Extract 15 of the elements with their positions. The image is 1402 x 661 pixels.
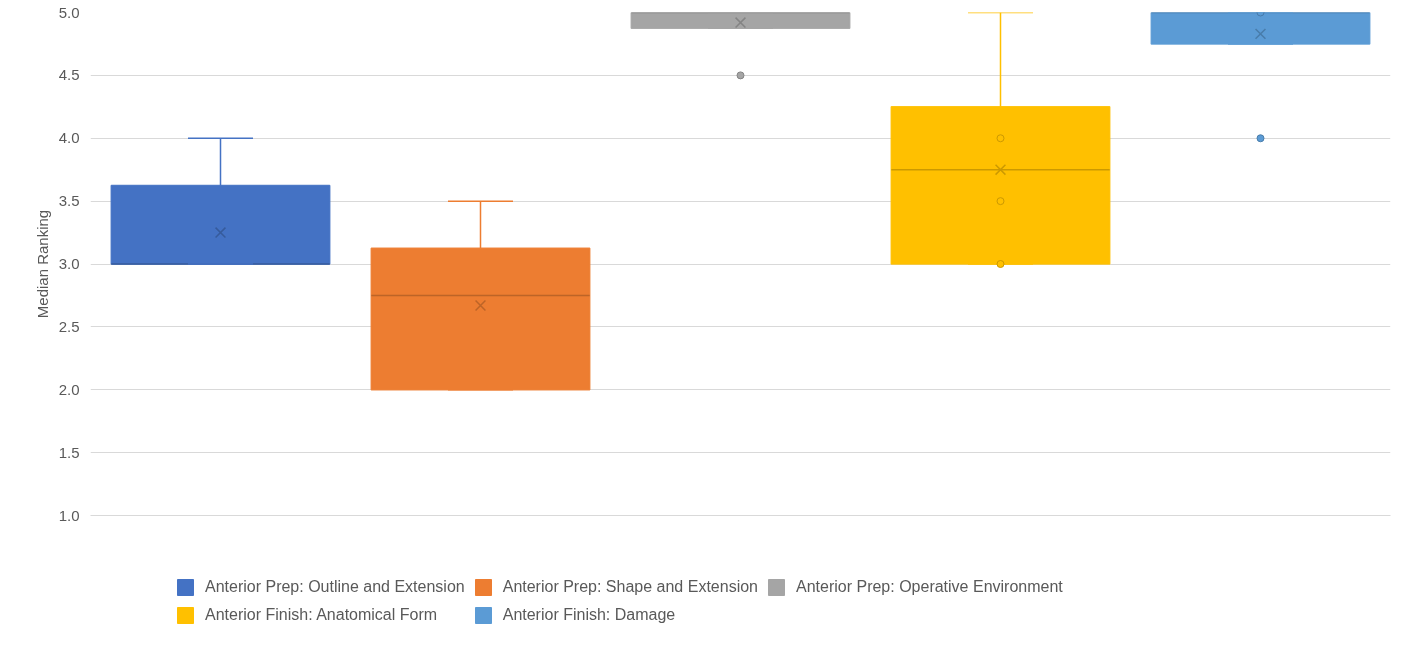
legend-label: Anterior Finish: Damage [502, 606, 676, 624]
legend-label: Anterior Prep: Operative Environment [795, 578, 1063, 596]
y-tick-label: 1.5 [58, 443, 80, 461]
y-tick-label: 2.0 [58, 380, 80, 398]
y-tick-label: 3.5 [58, 192, 80, 210]
y-tick-label: 1.0 [58, 506, 80, 524]
y-tick-label: 4.0 [58, 129, 80, 147]
legend-label: Anterior Finish: Anatomical Form [205, 606, 438, 624]
y-tick-label: 2.5 [58, 317, 80, 335]
legend-label: Anterior Prep: Outline and Extension [205, 578, 465, 596]
y-axis-title: Median Ranking [33, 209, 51, 319]
y-tick-label: 3.0 [58, 255, 80, 272]
y-tick-label: 4.5 [58, 66, 80, 84]
legend-label: Anterior Prep: Shape and Extension [502, 578, 758, 596]
y-tick-label: 5.0 [58, 3, 80, 21]
